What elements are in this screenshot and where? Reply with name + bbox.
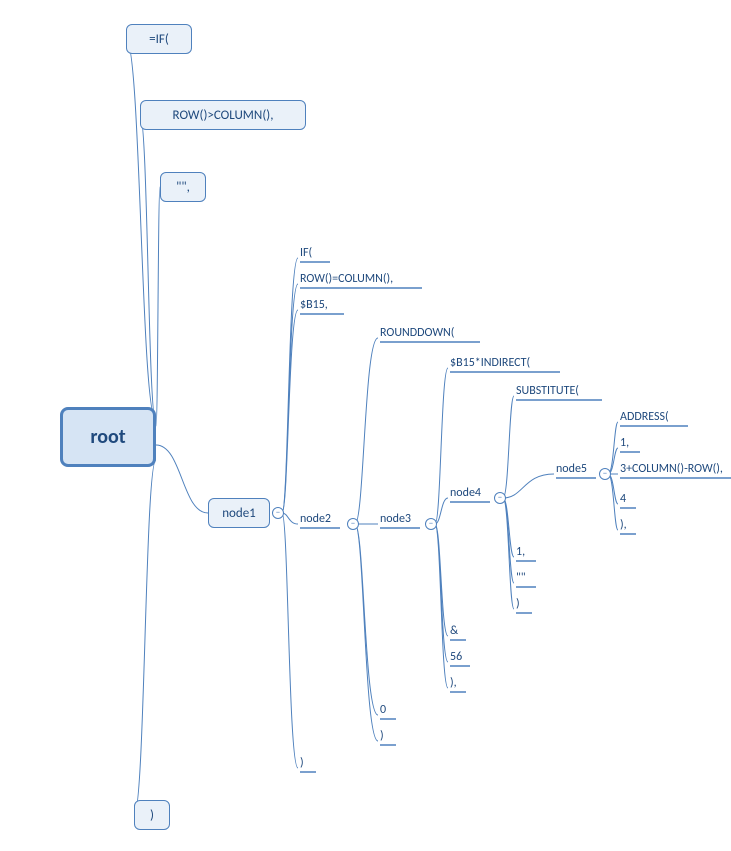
collapse-toggle-1[interactable]: − [347,518,359,530]
leaf-l_b15[interactable]: $B15, [300,298,328,312]
collapse-toggle-2[interactable]: − [425,518,437,530]
leaf-l_node5[interactable]: node5 [556,462,587,476]
leaf-l_subst[interactable]: SUBSTITUTE( [516,384,579,398]
node-close[interactable]: ) [134,800,170,830]
leaf-l_addr[interactable]: ADDRESS( [620,410,669,424]
leaf-l_1a[interactable]: 1, [620,436,629,450]
node-node1[interactable]: node1 [208,498,270,528]
node-quote[interactable]: "", [160,172,206,202]
leaf-l_0[interactable]: 0 [380,703,386,717]
node-if[interactable]: =IF( [126,24,192,54]
leaf-l_node3[interactable]: node3 [380,512,411,526]
node-layer: root =IF( ROW()>COLUMN(), "", node1) IF( ROW()… [0,0,731,851]
leaf-l_rdown[interactable]: ROUNDDOWN( [380,326,454,340]
root-node[interactable]: root [60,407,156,467]
collapse-toggle-0[interactable]: − [272,507,284,519]
leaf-l_if[interactable]: IF( [300,246,312,260]
leaf-l_amp[interactable]: & [450,624,458,638]
leaf-l_close5[interactable]: ) [300,756,304,770]
leaf-l_quote2[interactable]: "" [516,571,526,585]
node-rowgt[interactable]: ROW()>COLUMN(), [140,100,306,130]
leaf-l_b15ind[interactable]: $B15*INDIRECT( [450,356,530,370]
leaf-l_close2[interactable]: ) [516,597,520,611]
leaf-l_close4[interactable]: ) [380,729,384,743]
leaf-l_close3[interactable]: ), [450,676,457,690]
leaf-l_4[interactable]: 4 [620,492,626,506]
leaf-l_56[interactable]: 56 [450,650,462,664]
collapse-toggle-4[interactable]: − [599,468,611,480]
collapse-toggle-3[interactable]: − [494,492,506,504]
leaf-l_node4[interactable]: node4 [450,486,481,500]
leaf-l_roweq[interactable]: ROW()=COLUMN(), [300,272,393,286]
leaf-l_1b[interactable]: 1, [516,545,525,559]
leaf-l_3col[interactable]: 3+COLUMN()-ROW(), [620,462,723,476]
leaf-l_node2[interactable]: node2 [300,512,331,526]
leaf-l_close1[interactable]: ), [620,518,627,532]
